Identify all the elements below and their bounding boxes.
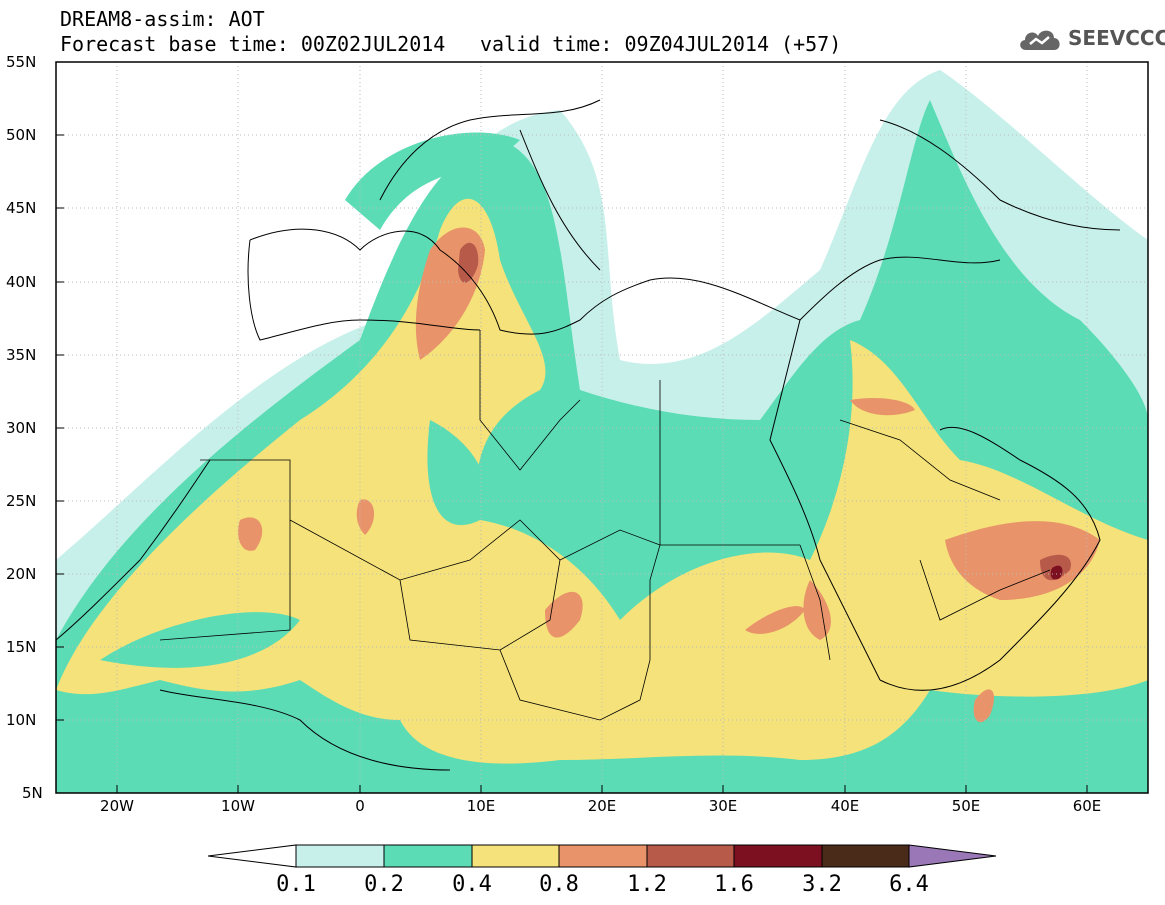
lat-label: 40N (6, 273, 37, 291)
lon-label: 0 (355, 797, 365, 815)
lon-label: 60E (1072, 797, 1102, 815)
colorbar-label: 0.1 (276, 872, 316, 897)
lon-label: 10W (221, 797, 255, 815)
colorbar-label: 0.4 (452, 872, 492, 897)
colorbar-label: 1.2 (627, 872, 667, 897)
seevccc-logo: SEEVCCC (1016, 22, 1165, 58)
colorbar-swatch (821, 844, 910, 868)
colorbar-label: 0.2 (364, 872, 404, 897)
axis-ticks (56, 61, 1088, 793)
logo-text: SEEVCCC (1068, 26, 1165, 50)
lon-label: 30E (708, 797, 738, 815)
colorbar-high-arrow (908, 844, 997, 868)
lat-label: 5N (22, 784, 43, 802)
lon-label: 50E (951, 797, 981, 815)
lat-label: 10N (6, 711, 37, 729)
colorbar-low-arrow (207, 844, 297, 868)
lat-label: 35N (6, 346, 37, 364)
lat-label: 50N (6, 126, 37, 144)
colorbar-label: 0.8 (539, 872, 579, 897)
lat-label: 45N (6, 199, 37, 217)
valid-time: valid time: 09Z04JUL2014 (+57) (480, 32, 842, 56)
map-title: DREAM8-assim: AOT (60, 7, 265, 31)
lon-label: 10E (466, 797, 496, 815)
lon-label: 40E (830, 797, 860, 815)
lat-label: 15N (6, 638, 37, 656)
lat-label: 30N (6, 419, 37, 437)
colorbar-label: 1.6 (714, 872, 754, 897)
colorbar-swatch (471, 844, 560, 868)
lat-label: 20N (6, 565, 37, 583)
borders (159, 330, 1051, 721)
forecast-base-time: Forecast base time: 00Z02JUL2014 (60, 32, 446, 56)
colorbar-swatch (383, 844, 473, 868)
cloud-icon (1020, 30, 1060, 50)
colorbar-swatch (295, 844, 385, 868)
colorbar-label: 6.4 (889, 872, 929, 897)
colorbar-swatch (733, 844, 823, 868)
lat-label: 55N (6, 53, 37, 71)
colorbar-swatch (558, 844, 648, 868)
coastlines (56, 99, 1121, 771)
lon-label: 20W (100, 797, 134, 815)
lat-label: 25N (6, 492, 37, 510)
colorbar (207, 844, 997, 868)
colorbar-swatch (646, 844, 735, 868)
colorbar-label: 3.2 (802, 872, 842, 897)
lon-label: 20E (587, 797, 617, 815)
